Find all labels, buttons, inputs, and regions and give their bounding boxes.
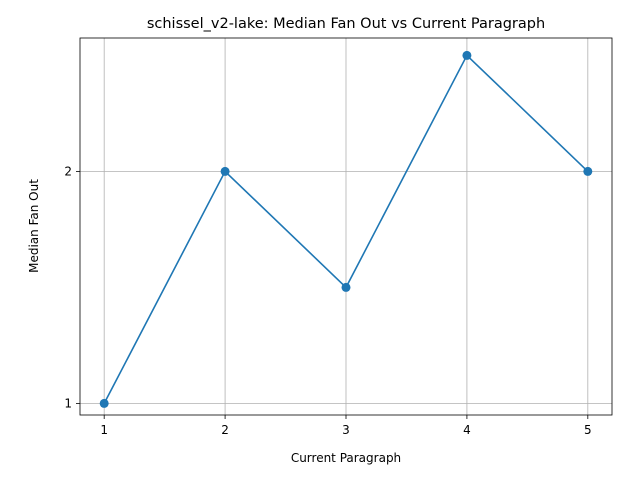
grid bbox=[80, 38, 612, 415]
y-tick-label: 2 bbox=[64, 164, 72, 178]
x-tick-label: 2 bbox=[221, 423, 229, 437]
axis-ticks: 1 2 3 4 5 1 2 bbox=[64, 164, 591, 437]
data-point bbox=[462, 50, 472, 60]
series-fan-out bbox=[99, 50, 593, 408]
data-point bbox=[99, 398, 109, 408]
x-tick-label: 3 bbox=[342, 423, 350, 437]
y-axis-label: Median Fan Out bbox=[27, 179, 41, 273]
chart-title: schissel_v2-lake: Median Fan Out vs Curr… bbox=[147, 16, 545, 32]
y-tick-label: 1 bbox=[64, 396, 72, 410]
data-point bbox=[220, 166, 230, 176]
x-axis-label: Current Paragraph bbox=[291, 451, 401, 465]
x-tick-label: 4 bbox=[463, 423, 471, 437]
x-tick-label: 5 bbox=[584, 423, 592, 437]
data-point bbox=[583, 166, 593, 176]
data-point bbox=[341, 282, 351, 292]
x-tick-label: 1 bbox=[100, 423, 108, 437]
